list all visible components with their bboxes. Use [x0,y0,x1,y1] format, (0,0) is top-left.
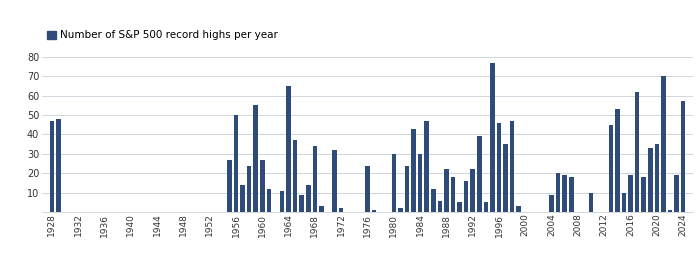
Bar [286,86,291,212]
Bar [654,144,659,212]
Bar [674,175,679,212]
Bar [661,76,666,212]
Bar [668,210,672,212]
Bar [398,208,402,212]
Bar [517,206,521,212]
Bar [267,189,271,212]
Bar [234,115,238,212]
Bar [418,154,422,212]
Bar [497,123,501,212]
Bar [569,177,573,212]
Bar [641,177,646,212]
Bar [589,193,594,212]
Bar [635,92,639,212]
Bar [332,150,337,212]
Bar [503,144,508,212]
Bar [681,101,685,212]
Bar [622,193,626,212]
Bar [484,202,488,212]
Bar [608,125,613,212]
Legend: Number of S&P 500 record highs per year: Number of S&P 500 record highs per year [47,30,278,41]
Bar [424,121,429,212]
Bar [260,160,265,212]
Bar [490,63,495,212]
Bar [365,166,370,212]
Bar [405,166,409,212]
Bar [457,202,462,212]
Bar [411,129,416,212]
Bar [451,177,455,212]
Bar [444,169,449,212]
Bar [300,195,304,212]
Bar [313,146,317,212]
Bar [438,200,442,212]
Bar [464,181,468,212]
Bar [240,185,245,212]
Bar [372,210,377,212]
Bar [550,195,554,212]
Bar [280,191,284,212]
Bar [293,140,297,212]
Bar [510,121,514,212]
Bar [306,185,311,212]
Bar [56,119,61,212]
Bar [50,121,54,212]
Bar [227,160,232,212]
Bar [648,148,652,212]
Bar [431,189,435,212]
Bar [470,169,475,212]
Bar [247,166,251,212]
Bar [319,206,324,212]
Bar [563,175,567,212]
Bar [253,105,258,212]
Bar [556,173,561,212]
Bar [391,154,396,212]
Bar [628,175,633,212]
Bar [339,208,344,212]
Bar [477,136,482,212]
Bar [615,109,620,212]
